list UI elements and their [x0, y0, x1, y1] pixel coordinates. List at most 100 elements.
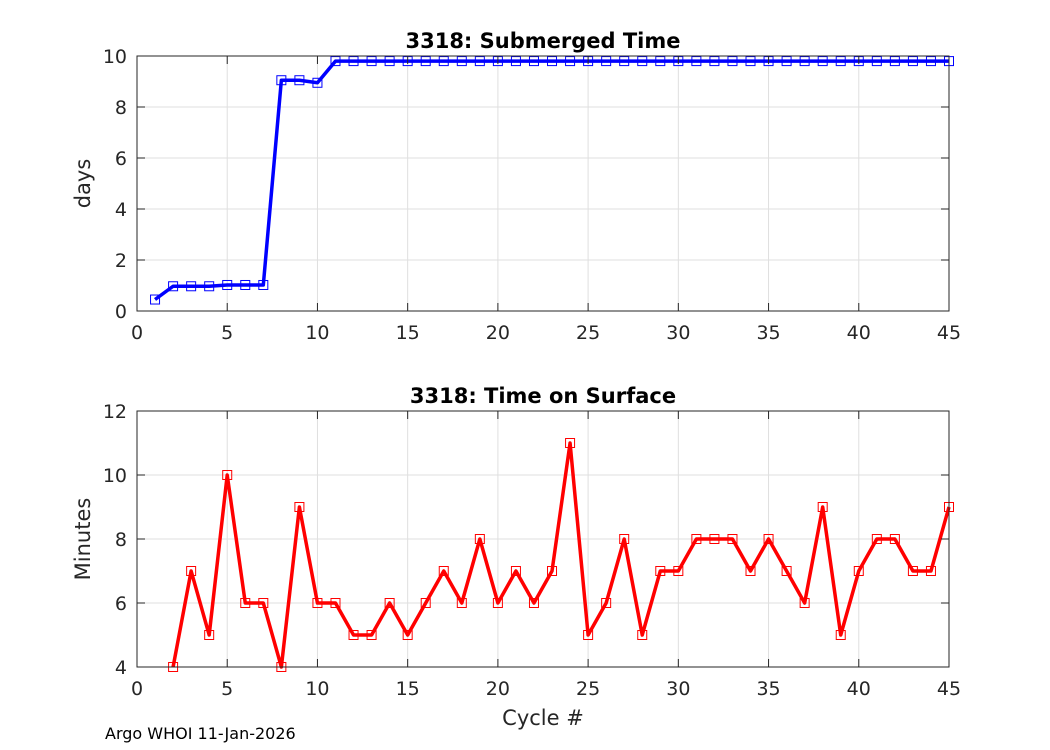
chart2-data-point — [402, 630, 413, 640]
chart2-data-point — [871, 534, 882, 544]
chart1-data-point — [601, 56, 612, 67]
chart1-data-point — [745, 56, 756, 67]
chart2-data-point — [583, 630, 594, 640]
chart2-data-point — [889, 534, 900, 544]
chart2-x-tick-label: 25 — [576, 678, 600, 700]
chart1-x-tick-label: 30 — [666, 322, 690, 344]
chart2-data-point — [691, 534, 702, 544]
chart1-data-point — [619, 56, 630, 67]
chart1-x-tick-label: 15 — [396, 322, 420, 344]
chart1-title: 3318: Submerged Time — [405, 29, 680, 53]
chart2-data-point — [655, 566, 666, 576]
chart2-x-tick-label: 35 — [756, 678, 780, 700]
chart1-data-point — [276, 75, 287, 86]
chart2-x-tick-label: 40 — [847, 678, 871, 700]
chart2-data-point — [799, 598, 810, 608]
chart2-data-point — [240, 598, 251, 608]
chart2-data-point — [294, 502, 305, 512]
chart1-data-point — [240, 279, 251, 290]
chart2-data-point — [925, 566, 936, 576]
chart2-data-point — [186, 566, 197, 576]
chart2-data-point — [204, 630, 215, 640]
chart2-data-point — [492, 598, 503, 608]
chart1-data-point — [709, 56, 720, 67]
chart2-x-tick-label: 30 — [666, 678, 690, 700]
chart2-data-point — [330, 598, 341, 608]
chart2-data-point — [601, 598, 612, 608]
chart1-y-tick-label: 8 — [115, 97, 127, 119]
chart2-data-point — [763, 534, 774, 544]
chart2-series-line — [171, 441, 951, 669]
chart1-x-tick-label: 35 — [756, 322, 780, 344]
chart2-data-point — [547, 566, 558, 576]
chart2-y-tick-label: 8 — [115, 529, 127, 551]
chart2-data-point — [781, 566, 792, 576]
chart1-data-point — [835, 56, 846, 67]
chart1-axes-frame — [136, 55, 950, 312]
chart2-data-point — [565, 438, 576, 448]
chart2-data-point — [510, 566, 521, 576]
chart1-data-point — [547, 56, 558, 67]
chart1-data-point — [817, 56, 828, 67]
chart2-y-tick-label: 10 — [103, 465, 127, 487]
chart1-x-tick-label: 5 — [221, 322, 233, 344]
chart1-data-point — [168, 281, 179, 292]
chart1-data-point — [528, 56, 539, 67]
chart2-data-point — [673, 566, 684, 576]
chart1-data-point — [456, 56, 467, 67]
chart2-data-point — [528, 598, 539, 608]
chart2-data-point — [709, 534, 720, 544]
chart1-data-point — [889, 56, 900, 67]
chart1-data-point — [420, 56, 431, 67]
chart2-data-point — [258, 598, 269, 608]
chart1-x-tick-label: 0 — [131, 322, 143, 344]
chart1-y-tick-label: 4 — [115, 199, 127, 221]
chart1-x-tick-label: 45 — [937, 322, 961, 344]
chart1-y-tick-label: 0 — [115, 301, 127, 323]
chart1-x-tick-label: 20 — [486, 322, 510, 344]
chart2-data-point — [727, 534, 738, 544]
chart1-data-point — [781, 56, 792, 67]
chart2-x-tick-label: 5 — [221, 678, 233, 700]
chart1-data-point — [222, 279, 233, 290]
chart1-data-point — [925, 56, 936, 67]
chart2-data-point — [222, 470, 233, 480]
chart2-title: 3318: Time on Surface — [410, 384, 676, 408]
chart1-data-point — [438, 56, 449, 67]
chart2-data-point — [474, 534, 485, 544]
chart2-y-tick-label: 4 — [115, 657, 127, 679]
chart2-data-point — [817, 502, 828, 512]
chart1-data-point — [348, 56, 359, 67]
chart1-y-tick-label: 10 — [103, 46, 127, 68]
chart2-y-axis-label: Minutes — [71, 498, 95, 581]
chart1-y-tick-label: 2 — [115, 250, 127, 272]
chart1-data-point — [655, 56, 666, 67]
chart2-data-point — [384, 598, 395, 608]
chart1-data-point — [312, 77, 323, 88]
chart2-data-point — [637, 630, 648, 640]
chart2-y-tick-label: 12 — [103, 401, 127, 423]
chart2-data-point — [348, 630, 359, 640]
chart2-data-point — [853, 566, 864, 576]
chart1-data-point — [637, 56, 648, 67]
chart1-data-point — [366, 56, 377, 67]
chart1-data-point — [871, 56, 882, 67]
chart2-x-axis-label: Cycle # — [502, 706, 584, 730]
chart2-data-point — [619, 534, 630, 544]
chart1-data-point — [186, 281, 197, 292]
chart2-data-point — [835, 630, 846, 640]
chart1-data-point — [150, 294, 161, 305]
chart1-data-point — [565, 56, 576, 67]
chart2-data-point — [745, 566, 756, 576]
chart1-data-point — [691, 56, 702, 67]
chart1-data-point — [258, 279, 269, 290]
chart1-data-point — [294, 75, 305, 86]
chart1-data-point — [799, 56, 810, 67]
chart2-data-point — [438, 566, 449, 576]
footer-credit: Argo WHOI 11-Jan-2026 — [105, 724, 296, 743]
chart1-y-tick-label: 6 — [115, 148, 127, 170]
chart1-data-point — [474, 56, 485, 67]
chart1-y-axis-label: days — [71, 159, 95, 209]
chart1-x-tick-label: 40 — [847, 322, 871, 344]
